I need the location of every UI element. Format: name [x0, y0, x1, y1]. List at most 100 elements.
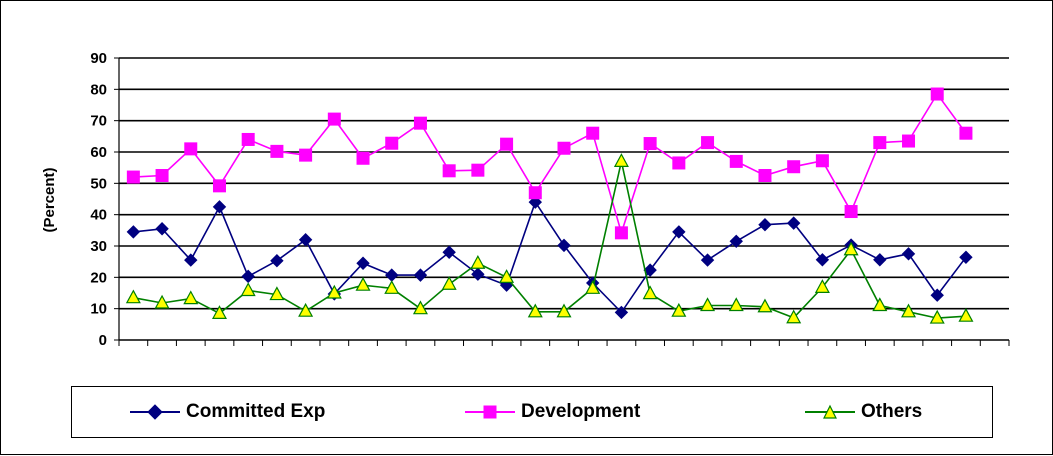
data-point-development	[787, 160, 801, 174]
data-point-others	[872, 297, 888, 312]
data-point-others	[556, 303, 572, 318]
data-point-committed-exp	[873, 253, 887, 267]
data-point-committed-exp	[930, 288, 944, 302]
data-point-others	[642, 285, 658, 300]
y-tick-label-30: 30	[90, 238, 107, 255]
series-development	[126, 87, 973, 240]
data-point-others	[700, 297, 716, 312]
legend-swatch-committed-exp	[130, 404, 180, 420]
data-point-development	[413, 116, 427, 130]
y-tick-label-40: 40	[90, 207, 107, 224]
data-point-committed-exp	[385, 268, 399, 282]
data-point-others	[355, 276, 371, 291]
data-point-development	[241, 132, 255, 146]
data-point-others	[613, 153, 629, 167]
data-point-others	[183, 290, 199, 305]
data-point-others	[326, 284, 342, 299]
data-point-development	[815, 154, 829, 168]
data-point-others	[958, 307, 974, 322]
series-line-development	[133, 92, 967, 236]
data-point-committed-exp	[184, 253, 198, 267]
series-line-others	[133, 161, 966, 319]
data-point-others	[384, 280, 400, 294]
legend-item-committed-exp: Committed Exp	[130, 387, 325, 437]
legend: Committed Exp Development Others	[71, 386, 993, 438]
data-point-others	[671, 302, 687, 317]
data-point-committed-exp	[270, 254, 284, 268]
y-axis-title: (Percent)	[41, 167, 58, 232]
gridlines	[119, 57, 1009, 310]
data-point-development	[902, 134, 916, 148]
data-point-others	[585, 280, 601, 294]
y-tick-label-80: 80	[90, 81, 107, 98]
data-point-development	[959, 126, 973, 140]
legend-swatch-others	[805, 404, 855, 419]
data-point-committed-exp	[643, 263, 657, 277]
data-point-others	[814, 279, 830, 293]
data-point-development	[270, 144, 284, 158]
data-point-development	[471, 163, 485, 177]
data-point-development	[212, 179, 226, 193]
y-tick-labels: 0 10 20 30 40 50 60 70 80 90	[90, 50, 107, 349]
data-point-development	[758, 169, 772, 182]
data-point-development	[729, 154, 743, 168]
data-point-others	[728, 297, 744, 312]
data-point-others	[527, 303, 543, 318]
data-point-development	[385, 136, 399, 150]
legend-swatch-development	[465, 405, 515, 419]
data-point-committed-exp	[672, 225, 686, 239]
data-point-committed-exp	[815, 253, 830, 267]
legend-item-development: Development	[465, 387, 640, 437]
data-point-committed-exp	[442, 245, 456, 259]
series-others	[125, 153, 974, 324]
data-point-committed-exp	[413, 268, 428, 282]
legend-item-others: Others	[805, 387, 922, 437]
data-point-committed-exp	[700, 253, 715, 267]
data-point-development	[155, 169, 169, 182]
data-point-development	[557, 141, 571, 155]
data-point-committed-exp	[155, 222, 169, 236]
y-tick-label-20: 20	[90, 269, 107, 286]
series-line-committed-exp	[133, 200, 967, 314]
data-point-development	[528, 186, 542, 200]
data-point-development	[184, 142, 198, 156]
legend-label-committed-exp: Committed Exp	[186, 401, 326, 422]
data-point-committed-exp	[901, 247, 916, 261]
data-point-development	[643, 137, 657, 151]
y-tick-label-70: 70	[90, 113, 107, 130]
data-point-others	[240, 282, 256, 297]
data-point-development	[614, 226, 628, 240]
data-point-development	[586, 126, 600, 140]
data-point-committed-exp	[758, 217, 772, 232]
y-tick-label-60: 60	[90, 144, 107, 161]
series-committed-exp	[126, 195, 973, 320]
y-tick-label-50: 50	[90, 175, 107, 192]
data-point-others	[901, 303, 917, 318]
data-point-development	[356, 151, 370, 165]
data-point-others	[412, 300, 428, 315]
data-point-committed-exp	[729, 234, 743, 249]
data-point-others	[843, 241, 859, 256]
data-point-committed-exp	[557, 238, 571, 253]
data-point-committed-exp	[298, 233, 313, 247]
data-point-others	[211, 305, 227, 319]
data-point-committed-exp	[126, 225, 141, 239]
data-point-development	[672, 156, 686, 170]
data-point-others	[929, 309, 945, 324]
data-point-committed-exp	[212, 200, 227, 214]
data-point-others	[269, 286, 285, 301]
legend-label-others: Others	[861, 401, 923, 422]
data-point-development	[299, 148, 313, 162]
data-point-committed-exp	[959, 250, 973, 264]
data-point-others	[441, 275, 457, 290]
y-tick-label-90: 90	[90, 50, 107, 67]
data-point-committed-exp	[356, 256, 370, 270]
data-point-development	[327, 112, 341, 126]
axes	[114, 57, 1010, 346]
y-tick-label-10: 10	[90, 301, 107, 318]
series-layer	[125, 87, 974, 324]
data-point-development	[873, 136, 887, 150]
data-point-others	[298, 302, 314, 317]
